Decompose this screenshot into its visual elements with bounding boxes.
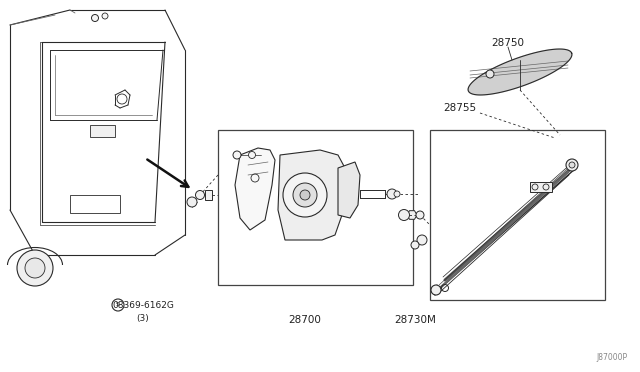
Circle shape <box>417 235 427 245</box>
Circle shape <box>387 189 397 199</box>
Circle shape <box>300 190 310 200</box>
Polygon shape <box>407 211 417 219</box>
Circle shape <box>569 162 575 168</box>
Bar <box>90 125 115 137</box>
Text: 28755: 28755 <box>444 103 477 113</box>
Circle shape <box>416 211 424 219</box>
Text: (3): (3) <box>136 314 149 323</box>
Circle shape <box>283 173 327 217</box>
Bar <box>530 182 552 192</box>
Circle shape <box>92 15 99 22</box>
Text: S: S <box>116 302 120 308</box>
Circle shape <box>566 159 578 171</box>
Circle shape <box>248 151 255 158</box>
Circle shape <box>399 209 410 221</box>
Text: 28750: 28750 <box>492 38 525 48</box>
Bar <box>218 130 413 285</box>
Circle shape <box>25 258 45 278</box>
Circle shape <box>293 183 317 207</box>
Polygon shape <box>205 190 212 200</box>
Circle shape <box>486 70 494 78</box>
Circle shape <box>17 250 53 286</box>
Polygon shape <box>235 148 275 230</box>
Polygon shape <box>468 49 572 95</box>
Text: J87000P: J87000P <box>596 353 628 362</box>
Text: 08369-6162G: 08369-6162G <box>112 301 174 310</box>
Circle shape <box>394 191 400 197</box>
Circle shape <box>195 190 205 199</box>
Text: 28730M: 28730M <box>394 315 436 325</box>
Circle shape <box>431 285 441 295</box>
Bar <box>70 195 120 213</box>
Circle shape <box>233 151 241 159</box>
Circle shape <box>187 197 197 207</box>
Polygon shape <box>278 150 345 240</box>
Circle shape <box>102 13 108 19</box>
Bar <box>430 130 605 300</box>
Polygon shape <box>338 162 360 218</box>
Circle shape <box>411 241 419 249</box>
Text: 28700: 28700 <box>289 315 321 325</box>
